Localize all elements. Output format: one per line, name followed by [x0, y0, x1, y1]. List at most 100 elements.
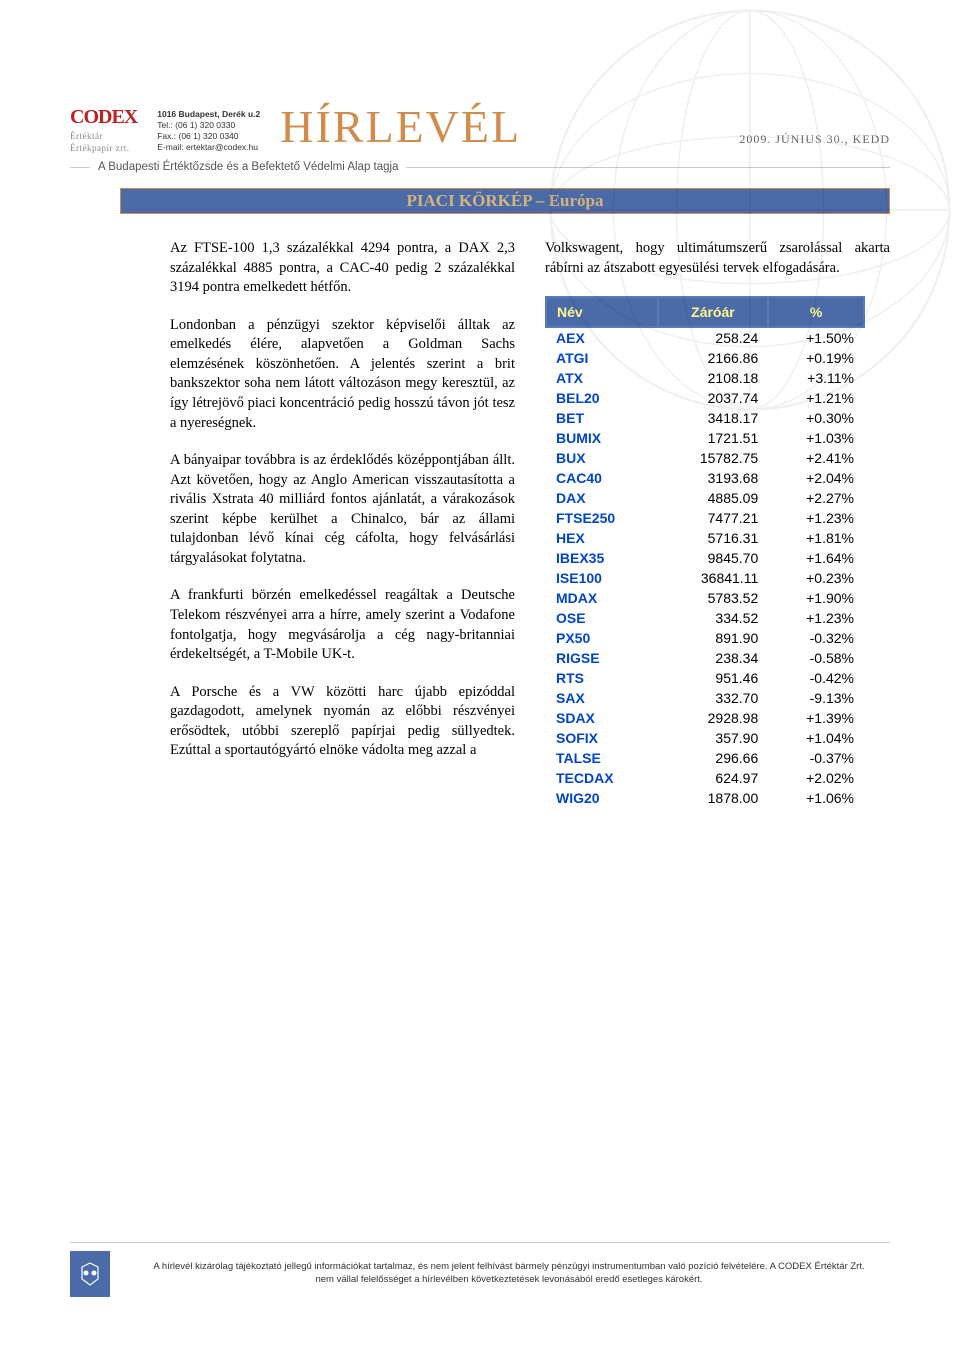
table-row: CAC403193.68+2.04% — [546, 468, 864, 488]
cell-name: ATGI — [546, 348, 658, 368]
cell-price: 332.70 — [658, 688, 769, 708]
cell-price: 15782.75 — [658, 448, 769, 468]
cell-price: 5783.52 — [658, 588, 769, 608]
cell-price: 3193.68 — [658, 468, 769, 488]
cell-name: SOFIX — [546, 728, 658, 748]
cell-price: 951.46 — [658, 668, 769, 688]
cell-name: RTS — [546, 668, 658, 688]
cell-name: BET — [546, 408, 658, 428]
cell-name: BEL20 — [546, 388, 658, 408]
cell-pct: +1.06% — [768, 788, 864, 808]
cell-pct: -0.37% — [768, 748, 864, 768]
cell-name: AEX — [546, 327, 658, 348]
table-row: SOFIX357.90+1.04% — [546, 728, 864, 748]
footer-disclaimer: A hírlevél kizárólag tájékoztató jellegű… — [128, 1261, 890, 1287]
cell-pct: +1.03% — [768, 428, 864, 448]
footer-line-1: A hírlevél kizárólag tájékoztató jellegű… — [153, 1261, 864, 1272]
cell-price: 2928.98 — [658, 708, 769, 728]
logo-text: CODEX — [70, 106, 137, 129]
col-pct: % — [768, 297, 864, 327]
cell-name: SAX — [546, 688, 658, 708]
content-columns: Az FTSE-100 1,3 százalékkal 4294 pontra,… — [170, 239, 890, 808]
cell-name: TECDAX — [546, 768, 658, 788]
cell-name: FTSE250 — [546, 508, 658, 528]
cell-name: WIG20 — [546, 788, 658, 808]
cell-price: 2108.18 — [658, 368, 769, 388]
cell-pct: +0.23% — [768, 568, 864, 588]
logo-subtitle-1: Értéktár — [70, 131, 103, 141]
table-row: BET3418.17+0.30% — [546, 408, 864, 428]
cell-price: 3418.17 — [658, 408, 769, 428]
table-row: TALSE296.66-0.37% — [546, 748, 864, 768]
left-column: Az FTSE-100 1,3 százalékkal 4294 pontra,… — [170, 239, 515, 808]
logo: CODEX — [70, 106, 137, 129]
cell-price: 334.52 — [658, 608, 769, 628]
table-row: FTSE2507477.21+1.23% — [546, 508, 864, 528]
cell-pct: +1.81% — [768, 528, 864, 548]
cell-name: BUMIX — [546, 428, 658, 448]
contact-address: 1016 Budapest, Derék u.2 — [157, 109, 260, 119]
cell-pct: +0.19% — [768, 348, 864, 368]
table-row: BUMIX1721.51+1.03% — [546, 428, 864, 448]
right-column: Volkswagent, hogy ultimátumszerű zsarolá… — [545, 239, 890, 808]
cell-name: ISE100 — [546, 568, 658, 588]
newsletter-title: HÍRLEVÉL — [280, 100, 521, 153]
cell-pct: +1.39% — [768, 708, 864, 728]
cell-price: 891.90 — [658, 628, 769, 648]
cell-name: DAX — [546, 488, 658, 508]
table-row: HEX5716.31+1.81% — [546, 528, 864, 548]
cell-price: 258.24 — [658, 327, 769, 348]
cell-price: 36841.11 — [658, 568, 769, 588]
col-name: Név — [546, 297, 658, 327]
cell-price: 5716.31 — [658, 528, 769, 548]
cell-price: 1721.51 — [658, 428, 769, 448]
cell-price: 9845.70 — [658, 548, 769, 568]
table-row: SDAX2928.98+1.39% — [546, 708, 864, 728]
cell-name: TALSE — [546, 748, 658, 768]
contact-fax: Fax.: (06 1) 320 0340 — [157, 131, 260, 142]
footer: A hírlevél kizárólag tájékoztató jellegű… — [70, 1242, 890, 1297]
footer-line-2: nem vállal felelősséget a hírlevélben kö… — [315, 1274, 702, 1285]
footer-cert-logo — [70, 1251, 110, 1297]
cell-price: 357.90 — [658, 728, 769, 748]
table-header-row: Név Záróár % — [546, 297, 864, 327]
cell-pct: +3.11% — [768, 368, 864, 388]
cell-pct: -0.32% — [768, 628, 864, 648]
header-subtitle: A Budapesti Értéktőzsde és a Befektető V… — [98, 161, 398, 173]
cell-pct: +1.04% — [768, 728, 864, 748]
section-title: PIACI KÖRKÉP – Európa — [121, 191, 889, 211]
table-row: IBEX359845.70+1.64% — [546, 548, 864, 568]
table-row: DAX4885.09+2.27% — [546, 488, 864, 508]
cell-name: OSE — [546, 608, 658, 628]
cell-name: SDAX — [546, 708, 658, 728]
table-row: OSE334.52+1.23% — [546, 608, 864, 628]
paragraph-5: A Porsche és a VW közötti harc újabb epi… — [170, 683, 515, 761]
cell-pct: +1.23% — [768, 508, 864, 528]
cell-pct: +1.64% — [768, 548, 864, 568]
table-row: BUX15782.75+2.41% — [546, 448, 864, 468]
col-close: Záróár — [658, 297, 769, 327]
cell-price: 1878.00 — [658, 788, 769, 808]
contact-tel: Tel.: (06 1) 320 0330 — [157, 120, 260, 131]
table-row: BEL202037.74+1.21% — [546, 388, 864, 408]
cell-price: 624.97 — [658, 768, 769, 788]
cell-price: 238.34 — [658, 648, 769, 668]
cell-pct: +2.41% — [768, 448, 864, 468]
cell-name: CAC40 — [546, 468, 658, 488]
cell-name: BUX — [546, 448, 658, 468]
contact-block: 1016 Budapest, Derék u.2 Tel.: (06 1) 32… — [157, 109, 260, 153]
logo-block: CODEX Értéktár Értékpapír zrt. — [70, 106, 137, 153]
cell-name: RIGSE — [546, 648, 658, 668]
cell-pct: +1.50% — [768, 327, 864, 348]
page: CODEX Értéktár Értékpapír zrt. 1016 Buda… — [0, 0, 960, 1357]
contact-email: E-mail: ertektar@codex.hu — [157, 142, 260, 153]
cell-price: 4885.09 — [658, 488, 769, 508]
paragraph-2: Londonban a pénzügyi szektor képviselői … — [170, 316, 515, 433]
table-row: ISE10036841.11+0.23% — [546, 568, 864, 588]
index-table: Név Záróár % AEX258.24+1.50%ATGI2166.86+… — [545, 296, 865, 808]
table-row: WIG201878.00+1.06% — [546, 788, 864, 808]
cell-name: IBEX35 — [546, 548, 658, 568]
cell-price: 296.66 — [658, 748, 769, 768]
table-row: RIGSE238.34-0.58% — [546, 648, 864, 668]
cell-price: 7477.21 — [658, 508, 769, 528]
